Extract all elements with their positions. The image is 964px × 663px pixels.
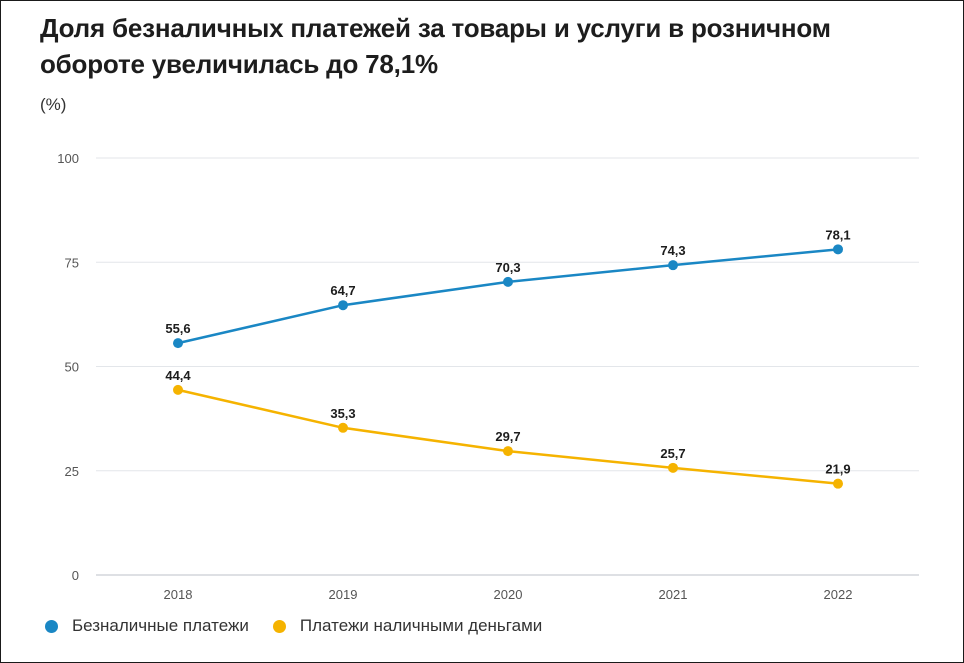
- data-label: 44,4: [165, 368, 191, 383]
- chart-title: Доля безналичных платежей за товары и ус…: [40, 13, 831, 79]
- x-tick-label: 2021: [659, 587, 688, 602]
- y-tick-label: 0: [72, 568, 79, 583]
- data-label: 78,1: [825, 227, 850, 242]
- data-label: 35,3: [330, 406, 355, 421]
- x-tick-label: 2019: [329, 587, 358, 602]
- data-label: 21,9: [825, 462, 850, 477]
- data-label: 29,7: [495, 429, 520, 444]
- y-tick-labels: 0 25 50 75 100: [57, 151, 79, 583]
- data-point[interactable]: [503, 276, 513, 287]
- x-tick-label: 2018: [164, 587, 193, 602]
- data-point[interactable]: [668, 462, 678, 473]
- y-axis-unit-label: (%): [40, 95, 67, 114]
- data-label: 64,7: [330, 283, 355, 298]
- legend-dot-cash: [272, 619, 286, 633]
- data-point[interactable]: [173, 384, 183, 395]
- x-tick-labels: 2018 2019 2020 2021 2022: [164, 587, 853, 602]
- legend-label-cashless: Безналичные платежи: [72, 616, 249, 635]
- data-labels: 55,6 64,7 70,3 74,3 78,1 44,4 35,3 29,7 25,7 21,9: [165, 227, 850, 476]
- series-layer: [173, 244, 843, 489]
- legend-dot-cashless: [45, 619, 58, 633]
- data-point[interactable]: [668, 260, 678, 271]
- legend-item-cash[interactable]: Платежи наличными деньгами: [272, 616, 543, 636]
- legend-item-cashless[interactable]: Безналичные платежи: [45, 616, 249, 636]
- y-tick-label: 75: [65, 255, 79, 270]
- data-point[interactable]: [173, 338, 183, 349]
- data-point[interactable]: [833, 244, 843, 255]
- data-point[interactable]: [833, 478, 843, 489]
- y-tick-label: 25: [65, 464, 79, 479]
- data-label: 70,3: [495, 260, 520, 275]
- legend: Безналичные платежи Платежи наличными де…: [45, 616, 566, 636]
- legend-label-cash: Платежи наличными деньгами: [299, 616, 543, 635]
- x-tick-label: 2022: [824, 587, 853, 602]
- data-point[interactable]: [338, 422, 348, 433]
- y-tick-label: 50: [65, 360, 79, 375]
- data-label: 25,7: [660, 446, 685, 461]
- data-label: 55,6: [165, 321, 190, 336]
- grid-layer: [96, 157, 919, 576]
- data-label: 74,3: [660, 243, 685, 258]
- y-tick-label: 100: [57, 151, 79, 166]
- data-point[interactable]: [503, 446, 513, 457]
- x-tick-label: 2020: [494, 587, 523, 602]
- data-point[interactable]: [338, 300, 348, 311]
